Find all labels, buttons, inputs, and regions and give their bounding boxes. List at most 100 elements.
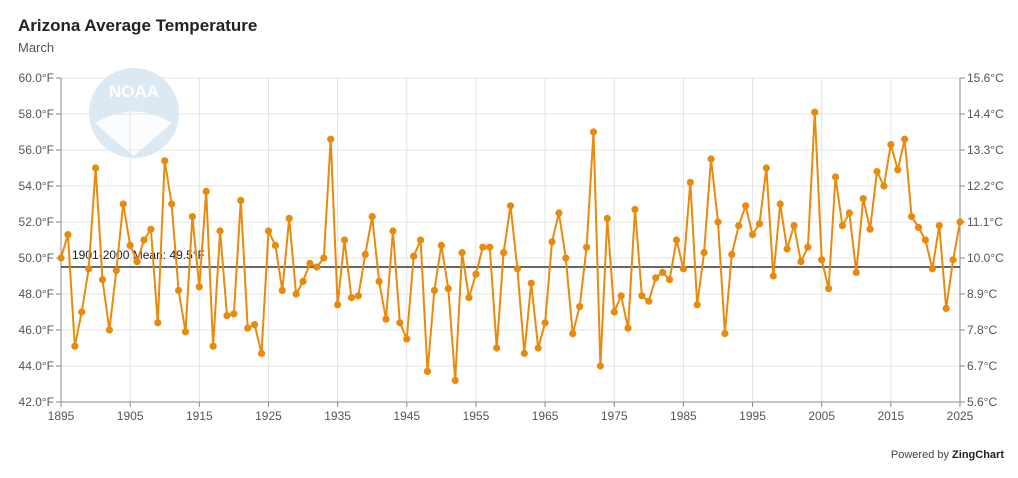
data-point — [133, 258, 141, 266]
data-point — [181, 328, 190, 336]
data-point — [831, 173, 840, 181]
data-point — [527, 279, 535, 287]
data-point — [921, 236, 930, 244]
data-point — [859, 195, 867, 203]
data-point — [306, 259, 314, 267]
x-tick-label: 2025 — [947, 409, 974, 423]
chart-subtitle: March — [18, 40, 55, 55]
data-point — [161, 157, 169, 165]
data-point — [347, 294, 356, 302]
data-point — [652, 274, 660, 282]
data-point — [85, 265, 93, 273]
data-point — [541, 319, 549, 327]
data-point — [278, 286, 286, 294]
data-point — [174, 286, 183, 294]
data-point — [665, 276, 674, 284]
y-tick-label-right: 10.0°C — [967, 251, 1004, 265]
data-point — [624, 324, 632, 332]
data-point — [216, 227, 224, 235]
x-tick-label: 1945 — [393, 409, 420, 423]
y-tick-label-left: 56.0°F — [19, 143, 54, 157]
data-point — [202, 187, 210, 195]
data-point — [285, 214, 293, 222]
data-point — [382, 315, 390, 323]
data-point — [617, 292, 625, 300]
powered-by[interactable]: Powered by ZingChart — [891, 449, 1004, 461]
y-tick-label-right: 6.7°C — [967, 359, 997, 373]
x-tick-label: 1965 — [532, 409, 559, 423]
data-point — [721, 330, 729, 338]
data-point — [714, 218, 722, 226]
data-point — [880, 182, 888, 190]
data-point — [257, 349, 266, 357]
zingchart-brand[interactable]: ZingChart — [952, 449, 1004, 461]
chart-title: Arizona Average Temperature — [18, 16, 258, 35]
data-point — [368, 213, 376, 221]
data-point — [852, 268, 860, 276]
data-point — [64, 231, 72, 239]
data-point — [292, 290, 300, 298]
x-tick-label: 1925 — [255, 409, 282, 423]
data-point — [209, 342, 217, 350]
x-tick-label: 1985 — [670, 409, 697, 423]
data-point — [410, 252, 418, 260]
data-point — [126, 241, 134, 249]
noaa-logo: NOAA — [89, 68, 179, 158]
x-tick-label: 1955 — [463, 409, 490, 423]
data-point — [894, 166, 902, 174]
data-point — [423, 367, 432, 375]
data-point — [271, 241, 279, 249]
data-point — [776, 200, 784, 208]
data-point — [645, 297, 653, 305]
data-point — [576, 303, 584, 311]
data-point — [430, 286, 439, 294]
x-tick-label: 1905 — [117, 409, 144, 423]
data-point — [327, 135, 335, 143]
data-point — [334, 301, 342, 309]
data-point — [230, 310, 238, 318]
data-point — [942, 304, 950, 312]
data-point — [472, 270, 480, 278]
data-point — [396, 319, 404, 327]
data-point — [437, 241, 445, 249]
data-point — [631, 205, 639, 213]
y-tick-label-right: 12.2°C — [967, 179, 1004, 193]
data-point — [901, 135, 909, 143]
powered-by-prefix: Powered by — [890, 449, 949, 461]
data-point — [251, 321, 259, 329]
data-point — [672, 236, 681, 244]
noaa-logo-text: NOAA — [109, 82, 159, 101]
data-point — [707, 155, 715, 163]
data-point — [534, 344, 542, 352]
data-point — [417, 236, 425, 244]
y-tick-label-left: 44.0°F — [19, 359, 54, 373]
x-tick-label: 1935 — [324, 409, 351, 423]
data-point — [168, 200, 176, 208]
data-point — [935, 222, 943, 230]
data-point — [735, 222, 743, 230]
data-point — [818, 256, 826, 264]
data-point — [147, 225, 155, 233]
y-tick-label-left: 54.0°F — [19, 179, 54, 193]
data-point — [188, 213, 196, 221]
y-tick-label-right: 13.3°C — [967, 143, 1004, 157]
data-point — [825, 285, 833, 293]
data-point — [610, 308, 618, 316]
data-point — [403, 335, 411, 343]
temperature-series — [57, 108, 964, 384]
data-point — [513, 265, 522, 273]
x-tick-label: 1995 — [739, 409, 766, 423]
axes: 42.0°F 5.6°C 44.0°F 6.7°C 46.0°F 7.8°C 48.0°F 8… — [19, 71, 1005, 423]
data-point — [582, 243, 591, 251]
data-point — [679, 265, 687, 273]
data-point — [119, 200, 127, 208]
data-point — [451, 376, 459, 384]
data-point — [686, 178, 694, 186]
data-point — [320, 254, 328, 262]
data-point — [569, 330, 577, 338]
x-tick-label: 1895 — [48, 409, 75, 423]
data-point — [555, 209, 563, 217]
data-point — [244, 324, 252, 332]
data-point — [838, 222, 847, 230]
